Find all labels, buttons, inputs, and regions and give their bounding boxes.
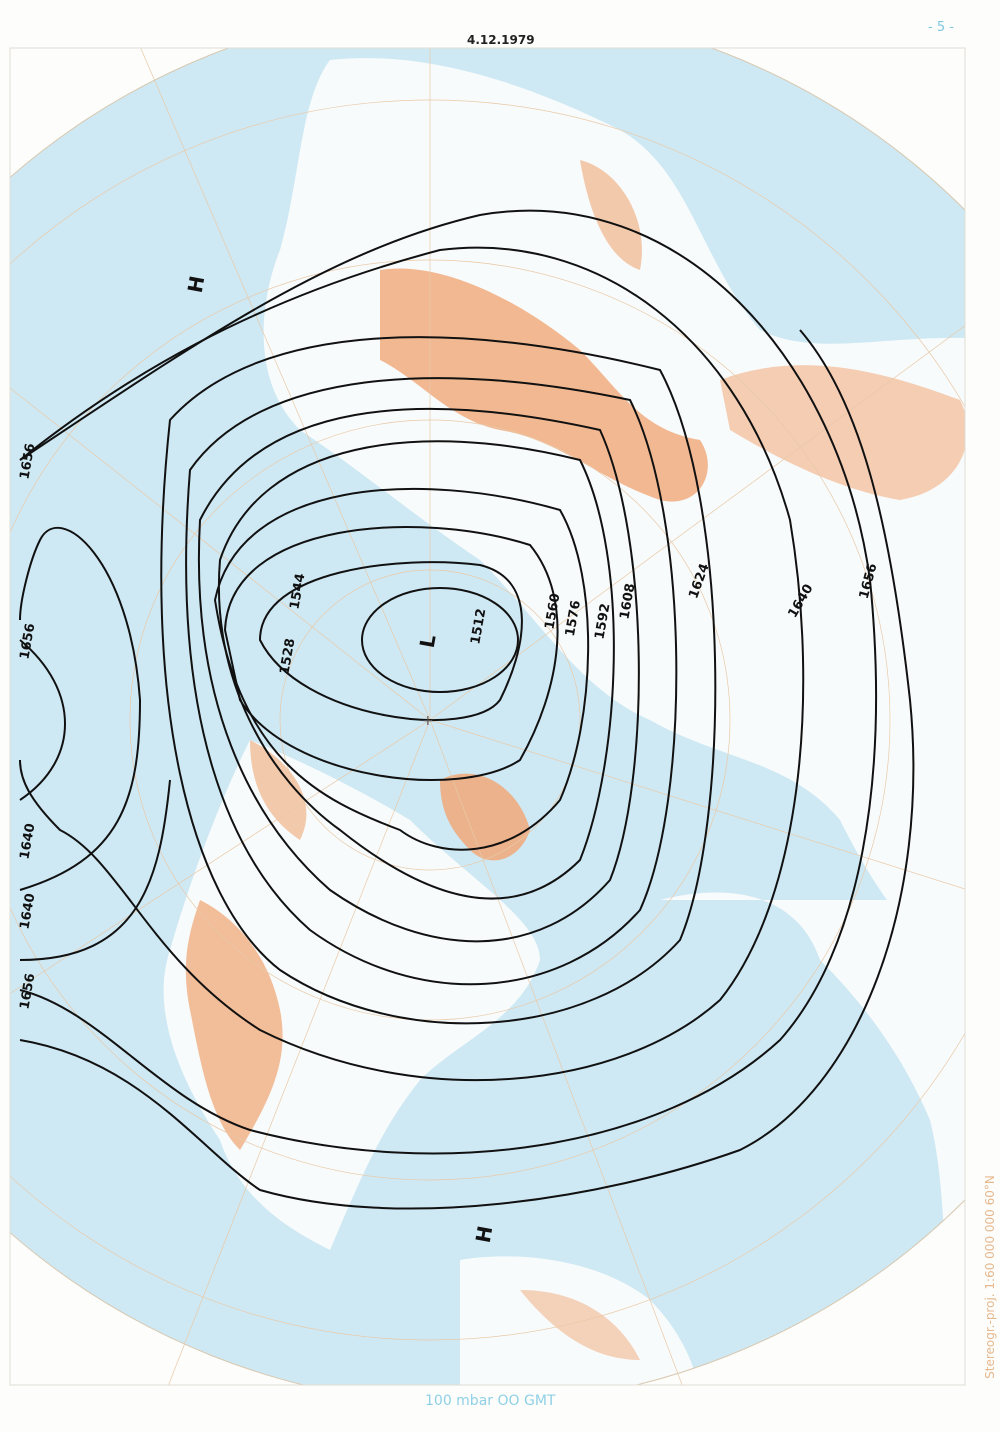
- contour-label: 1528: [277, 637, 298, 675]
- contour-label: 1640: [17, 892, 38, 930]
- contour-1656b: [19, 639, 66, 801]
- contour-label: 1560: [542, 592, 563, 630]
- contour-1640c: [19, 779, 171, 961]
- contour-1592: [198, 407, 640, 943]
- contour-1528: [258, 561, 523, 721]
- pole-cross-icon: +: [422, 713, 434, 729]
- high-center-label: H: [471, 1224, 498, 1245]
- contour-1640b: [19, 527, 142, 891]
- contour-1656c: [19, 329, 915, 1210]
- contour-label: 1608: [617, 582, 638, 620]
- contour-1624: [160, 336, 717, 1025]
- contour-label: 1576: [563, 599, 584, 637]
- contour-label: 1656: [17, 442, 38, 480]
- high-center-label: H: [183, 274, 210, 295]
- height-contours: [19, 209, 915, 1210]
- contour-label: 1640: [17, 822, 38, 860]
- contour-label: 1656: [17, 622, 38, 660]
- page-number: - 5 -: [928, 20, 954, 35]
- contour-1576: [217, 440, 615, 900]
- contour-1544: [223, 526, 559, 781]
- map-date: 4.12.1979: [467, 33, 535, 47]
- contour-1640: [19, 246, 805, 1082]
- contour-label: 1544: [287, 572, 308, 610]
- contour-1608: [185, 377, 678, 986]
- projection-note: Stereogr.-proj. 1:60 000 000 60°N: [983, 1175, 997, 1379]
- level-time-caption: 100 mbar OO GMT: [425, 1393, 556, 1409]
- low-center-label: L: [415, 633, 441, 650]
- contour-1512: [361, 587, 519, 693]
- contour-label: 1512: [468, 607, 489, 645]
- contour-1560: [213, 487, 590, 851]
- contour-labels: 1512 1528 1544 1560 1576 1592 1608 1624 …: [17, 442, 880, 1010]
- contour-1656a: [19, 209, 877, 1155]
- contour-label: 1592: [592, 602, 613, 640]
- contour-label: 1656: [17, 972, 38, 1010]
